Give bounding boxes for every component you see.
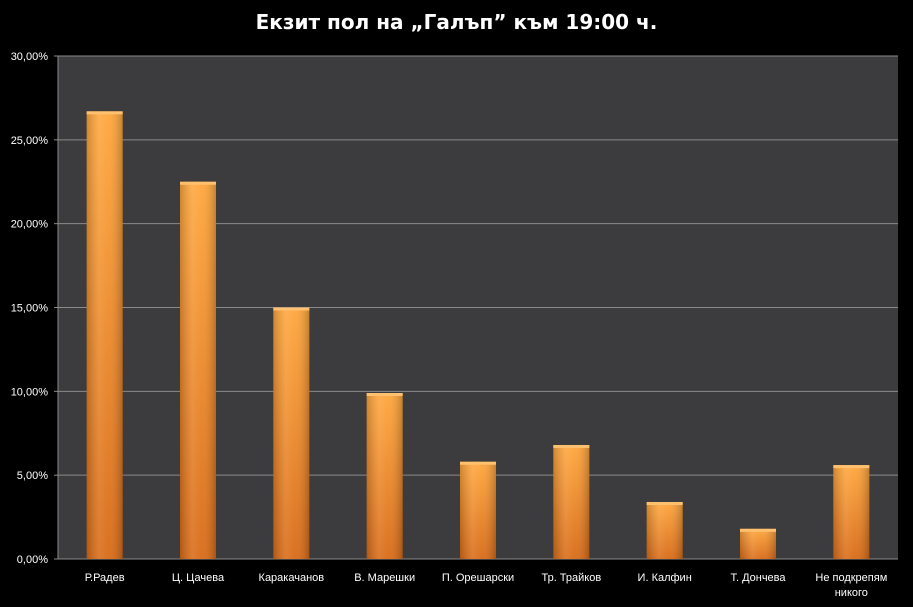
x-tick-label-line: Каракачанов	[259, 572, 325, 584]
bar	[366, 393, 403, 559]
y-tick-label: 20,00%	[11, 219, 49, 231]
bar	[460, 461, 496, 559]
x-tick-label-line: Тр. Трайков	[541, 572, 601, 584]
bar-shine	[460, 461, 496, 559]
bar-top	[180, 181, 216, 185]
y-tick-label: 10,00%	[11, 386, 49, 398]
y-tick-label: 30,00%	[11, 51, 49, 63]
bar	[833, 465, 870, 559]
bar	[553, 444, 590, 559]
bar-top	[460, 461, 496, 465]
x-tick-label: И. Калфин	[638, 572, 692, 584]
x-tick-label-line: Р.Радев	[85, 572, 125, 584]
x-tick-label: П. Орешарски	[442, 572, 514, 584]
x-tick-label: Каракачанов	[259, 572, 325, 584]
bar	[180, 181, 216, 559]
x-tick-label-line: Т. Дончева	[730, 572, 786, 584]
x-tick-label: Не подкрепям никого	[815, 572, 887, 599]
x-tick-label-line: Ц. Цачева	[172, 572, 225, 584]
bar	[273, 307, 310, 559]
x-tick-label-line: В. Марешки	[354, 572, 415, 584]
bar-shine	[180, 181, 216, 559]
bar-top	[646, 501, 683, 505]
bar-shine	[740, 528, 776, 559]
bar-shine	[833, 465, 870, 559]
bar-shine	[646, 501, 683, 559]
bar	[86, 111, 123, 559]
bar-shine	[553, 444, 590, 559]
bar-top	[833, 465, 870, 469]
y-tick-label: 15,00%	[11, 303, 49, 315]
bar-top	[740, 528, 776, 532]
y-tick-label: 0,00%	[17, 554, 48, 566]
x-tick-label: В. Марешки	[354, 572, 415, 584]
x-tick-label: Р.Радев	[85, 572, 125, 584]
y-tick-label: 25,00%	[11, 135, 49, 147]
bar-top	[366, 393, 403, 397]
bar-top	[553, 444, 590, 448]
x-tick-label-line: никого	[835, 587, 868, 599]
bar-shine	[86, 111, 123, 559]
bar-shine	[273, 307, 310, 559]
x-tick-label-line: И. Калфин	[638, 572, 692, 584]
bar	[646, 501, 683, 559]
x-tick-label-line: П. Орешарски	[442, 572, 514, 584]
bar	[740, 528, 776, 559]
bar-top	[86, 111, 123, 115]
y-tick-label: 5,00%	[17, 470, 48, 482]
x-tick-label: Тр. Трайков	[541, 572, 601, 584]
x-tick-label-line: Не подкрепям	[815, 572, 887, 584]
bar-shine	[366, 393, 403, 559]
x-tick-label: Т. Дончева	[730, 572, 786, 584]
x-tick-label: Ц. Цачева	[172, 572, 225, 584]
chart-title: Екзит пол на „Галъп” към 19:00 ч.	[255, 10, 658, 34]
bar-top	[273, 307, 310, 311]
